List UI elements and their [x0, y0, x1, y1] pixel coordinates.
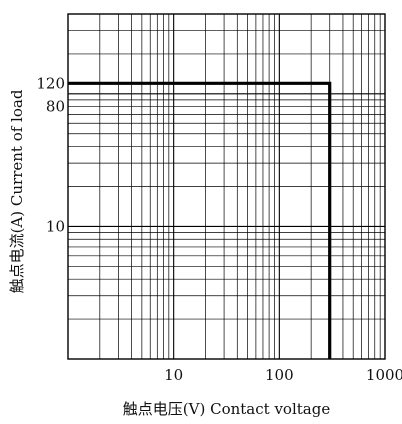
x-tick-label: 1000	[366, 366, 402, 384]
y-tick-labels: 10 80 120	[36, 74, 65, 235]
y-axis-label: 触点电流(A) Current of load	[8, 89, 26, 293]
y-tick-label: 10	[46, 217, 65, 235]
x-tick-label: 100	[265, 366, 294, 384]
x-axis-label: 触点电压(V) Contact voltage	[123, 400, 331, 418]
x-tick-label: 10	[164, 366, 183, 384]
grid	[68, 14, 385, 359]
y-tick-label: 120	[36, 74, 65, 92]
plot-frame	[67, 13, 386, 360]
x-tick-labels: 10 100 1000	[164, 366, 402, 384]
series-boundary-line	[68, 81, 332, 359]
y-tick-label: 80	[46, 98, 65, 116]
